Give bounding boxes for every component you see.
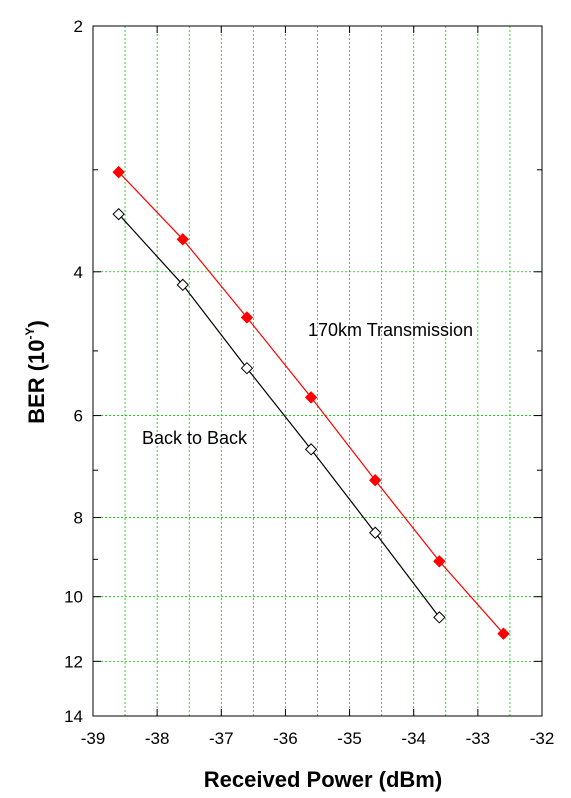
grid-layer [93, 26, 542, 716]
y-tick-label: 2 [74, 17, 83, 36]
data-point-170km-transmission [240, 311, 254, 324]
x-tick-label: -33 [466, 729, 491, 748]
plot-frame [92, 25, 543, 717]
series-layer [112, 165, 510, 640]
data-point-170km-transmission [369, 473, 382, 487]
x-tick-label: -35 [337, 729, 362, 748]
data-point-back-to-back [176, 278, 190, 292]
y-axis-title-exponent: -Y [23, 327, 37, 339]
y-axis-title: BER (10-Y) [23, 320, 49, 424]
y-axis-title-suffix: ) [24, 320, 49, 327]
data-point-back-to-back [240, 362, 254, 375]
data-point-back-to-back [304, 443, 318, 456]
data-point-170km-transmission [433, 555, 446, 568]
data-point-170km-transmission [304, 391, 318, 404]
data-point-back-to-back [369, 526, 382, 539]
y-tick-label: 12 [64, 652, 83, 671]
data-point-back-to-back [112, 207, 125, 221]
x-axis-title: Received Power (dBm) [204, 767, 442, 792]
data-point-back-to-back [433, 611, 446, 624]
y-axis-title-base: BER (10 [24, 339, 49, 423]
x-tick-labels: -39 -38 -37 -36 -35 -34 -33 -32 [81, 729, 555, 748]
y-tick-label: 4 [74, 263, 83, 282]
annotation-back-to-back: Back to Back [142, 428, 248, 448]
x-tick-label: -39 [81, 729, 106, 748]
tick-layer [92, 25, 543, 717]
data-point-170km-transmission [112, 165, 125, 179]
x-tick-label: -32 [530, 729, 555, 748]
annotation-170km-transmission: 170km Transmission [308, 320, 473, 340]
data-point-170km-transmission [497, 627, 510, 640]
y-tick-labels: 2 4 6 8 10 12 14 [64, 17, 83, 726]
x-tick-label: -34 [401, 729, 426, 748]
x-tick-label: -36 [273, 729, 298, 748]
svg-text:BER (10-Y): BER (10-Y) [23, 320, 49, 424]
y-tick-label: 8 [74, 509, 83, 528]
series-line-back-to-back [118, 213, 440, 618]
data-point-170km-transmission [176, 233, 190, 246]
x-tick-label: -38 [145, 729, 170, 748]
y-tick-label: 6 [74, 407, 83, 426]
y-tick-label: 14 [64, 707, 83, 726]
x-tick-label: -37 [209, 729, 234, 748]
y-tick-label: 10 [64, 588, 83, 607]
